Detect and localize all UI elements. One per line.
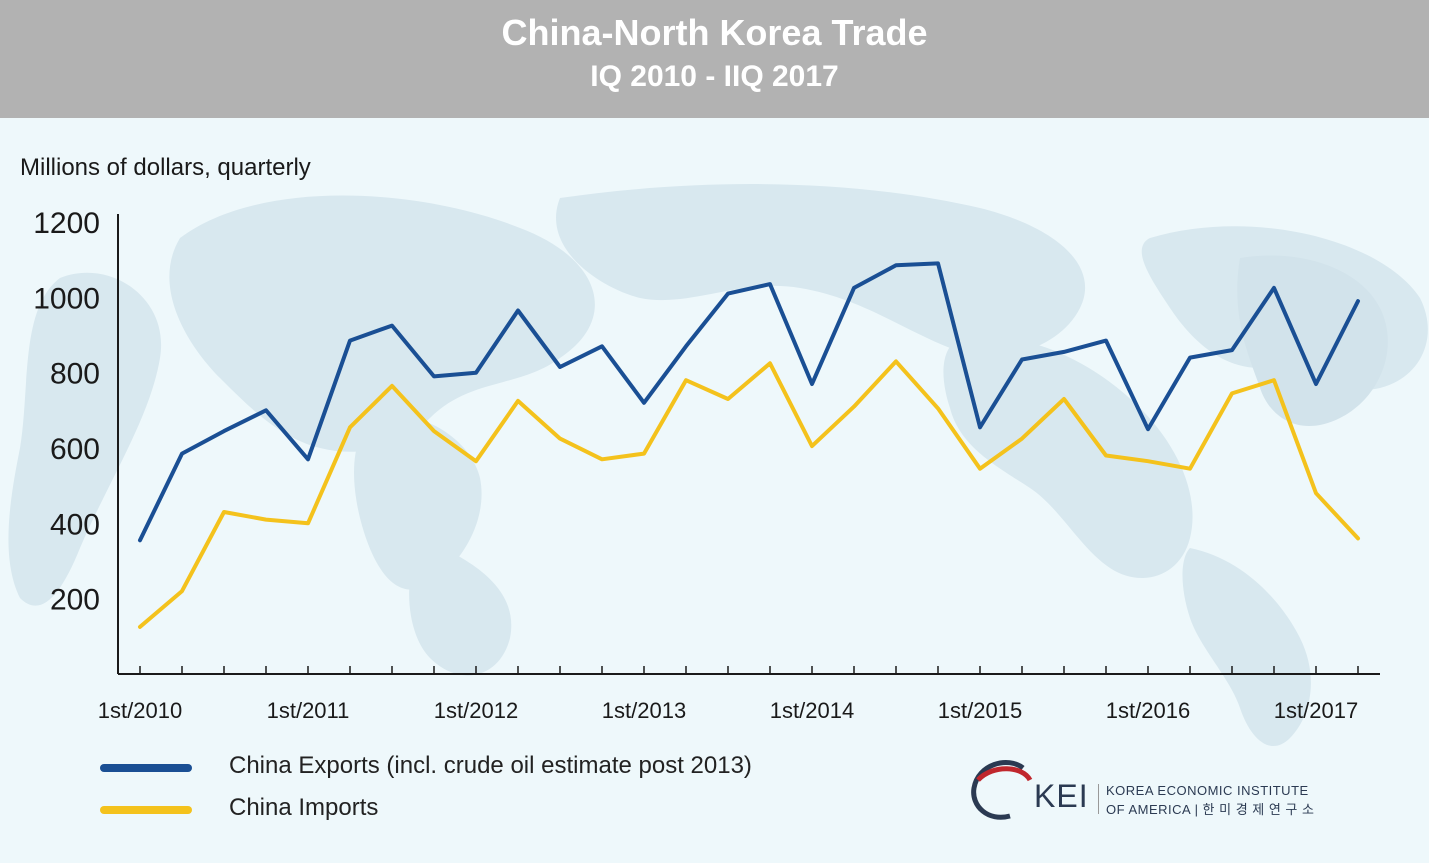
y-tick-label: 200 <box>50 584 100 617</box>
legend-label-exports: China Exports (incl. crude oil estimate … <box>229 752 752 779</box>
y-axis-label: Millions of dollars, quarterly <box>20 154 311 181</box>
legend-label-imports: China Imports <box>229 794 379 821</box>
y-tick-labels: 200 400 600 800 1000 1200 <box>33 207 100 617</box>
legend-swatch-exports <box>100 764 192 772</box>
x-tick-marks <box>139 666 1359 674</box>
y-tick-label: 400 <box>50 508 100 541</box>
x-tick-labels: 1st/2010 1st/2011 1st/2012 1st/2013 1st/2014… <box>98 698 1358 723</box>
x-tick-label: 1st/2010 <box>98 698 182 723</box>
world-map-background <box>8 184 1428 747</box>
chart-title: China-North Korea Trade <box>501 12 928 53</box>
x-tick-label: 1st/2013 <box>602 698 686 723</box>
chart-svg: Millions of dollars, quarterly 1st/2010 1… <box>8 154 1428 747</box>
chart-subtitle: IQ 2010 - IIQ 2017 <box>590 60 839 93</box>
chart-axes <box>117 214 1380 675</box>
series-line-exports <box>138 261 1360 543</box>
kei-logo-line2: OF AMERICA | 한 미 경 제 연 구 소 <box>1106 802 1315 817</box>
x-tick-label: 1st/2017 <box>1274 698 1358 723</box>
chart-area: Millions of dollars, quarterly 1st/2010 1… <box>0 118 1429 863</box>
kei-logo-text: KEI <box>1034 778 1089 814</box>
y-tick-label: 600 <box>50 433 100 466</box>
kei-logo-mark <box>971 760 1033 820</box>
y-tick-label: 1200 <box>33 207 100 240</box>
chart-header: China-North Korea Trade IQ 2010 - IIQ 20… <box>0 0 1429 118</box>
x-tick-label: 1st/2011 <box>267 698 350 723</box>
legend-item-imports: China Imports <box>100 794 820 824</box>
kei-logo-divider <box>1098 784 1099 814</box>
legend-item-exports: China Exports (incl. crude oil estimate … <box>100 752 820 782</box>
y-tick-label: 800 <box>50 358 100 391</box>
x-tick-label: 1st/2015 <box>938 698 1022 723</box>
series-line-imports <box>138 359 1360 629</box>
y-tick-label: 1000 <box>33 282 100 315</box>
legend-swatch-imports <box>100 806 192 814</box>
kei-logo: KEI KOREA ECONOMIC INSTITUTE OF AMERICA … <box>968 756 1328 826</box>
x-tick-label: 1st/2012 <box>434 698 518 723</box>
x-tick-label: 1st/2016 <box>1106 698 1190 723</box>
series-lines <box>138 261 1360 629</box>
x-tick-label: 1st/2014 <box>770 698 854 723</box>
kei-logo-line1: KOREA ECONOMIC INSTITUTE <box>1106 783 1309 798</box>
